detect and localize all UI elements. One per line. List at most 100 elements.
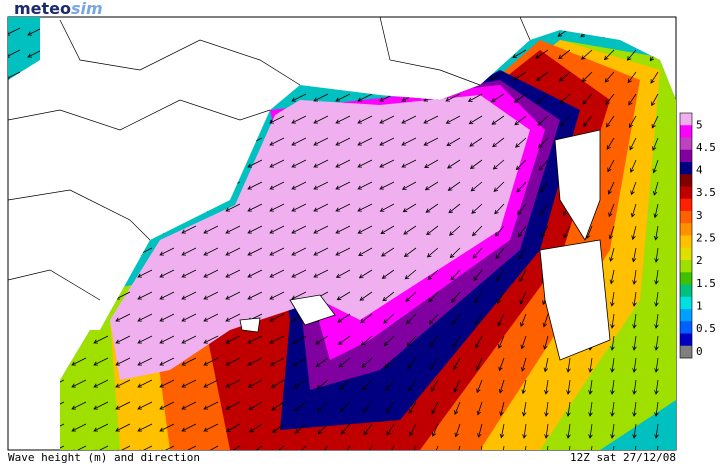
direction-arrow [449, 247, 461, 259]
legend-label: 0 [696, 345, 703, 358]
direction-arrow [610, 357, 615, 373]
direction-arrow [632, 313, 637, 329]
direction-arrow [203, 445, 219, 450]
direction-arrow [497, 335, 505, 349]
legend-label: 3.5 [696, 186, 716, 199]
direction-arrow [431, 379, 439, 393]
direction-arrow [364, 445, 373, 450]
direction-arrow [632, 357, 637, 373]
direction-arrow [521, 379, 527, 395]
direction-arrow [291, 93, 307, 102]
direction-arrow [270, 379, 285, 389]
direction-arrow [137, 445, 153, 450]
direction-arrow [606, 137, 615, 150]
direction-arrow [608, 225, 615, 240]
direction-arrow [446, 137, 461, 147]
direction-arrow [247, 357, 263, 366]
direction-arrow [498, 357, 505, 372]
direction-arrow [490, 93, 505, 103]
direction-arrow [269, 203, 285, 212]
direction-arrow [521, 401, 527, 417]
direction-arrow [387, 445, 395, 450]
direction-arrow [653, 203, 659, 219]
legend-swatch [680, 235, 692, 249]
legend-swatch [680, 333, 692, 347]
direction-arrow [610, 423, 615, 439]
direction-arrow [335, 181, 351, 190]
direction-arrow [401, 159, 417, 168]
direction-arrow [137, 401, 153, 410]
direction-arrow [512, 49, 527, 59]
direction-arrow [269, 291, 285, 300]
direction-arrow [292, 357, 307, 367]
direction-arrow [159, 335, 175, 344]
direction-arrow [517, 225, 527, 238]
direction-arrow [137, 379, 153, 388]
direction-arrow [203, 423, 219, 432]
direction-arrow [381, 247, 395, 257]
direction-arrow [544, 423, 549, 439]
direction-arrow [93, 423, 109, 432]
direction-arrow [449, 225, 461, 236]
legend-swatch [680, 223, 692, 236]
direction-arrow [313, 115, 329, 124]
legend-swatch [680, 198, 692, 212]
direction-arrow [629, 115, 637, 129]
direction-arrow [560, 115, 571, 127]
direction-arrow [450, 269, 461, 281]
direction-arrow [291, 247, 307, 256]
direction-arrow [447, 159, 461, 169]
direction-arrow [540, 225, 549, 238]
direction-arrow [159, 247, 175, 256]
direction-arrow [293, 379, 307, 389]
direction-arrow [159, 445, 175, 450]
direction-arrow [499, 423, 505, 439]
direction-arrow [654, 401, 659, 417]
legend-label: 2.5 [696, 232, 716, 245]
direction-arrow [357, 93, 373, 102]
direction-arrow [269, 313, 285, 322]
direction-arrow [654, 357, 659, 373]
direction-arrow [499, 401, 505, 417]
direction-arrow [522, 423, 527, 439]
legend-swatch [680, 174, 692, 187]
direction-arrow [358, 269, 373, 279]
direction-arrow [408, 379, 417, 392]
direction-arrow [295, 445, 307, 450]
direction-arrow [225, 203, 241, 212]
direction-arrow [610, 313, 615, 329]
direction-arrow [181, 335, 197, 344]
direction-arrow [632, 379, 637, 395]
direction-arrow [426, 225, 439, 236]
direction-arrow [269, 137, 285, 146]
direction-arrow [631, 247, 637, 263]
direction-arrow [313, 181, 329, 190]
direction-arrow [115, 445, 131, 450]
direction-arrow [403, 247, 417, 258]
direction-arrow [115, 335, 131, 344]
legend-swatch [680, 321, 692, 334]
direction-arrow [653, 225, 659, 241]
direction-arrow [654, 379, 659, 395]
direction-arrow [424, 181, 439, 191]
direction-arrow [358, 247, 373, 256]
direction-arrow [475, 335, 483, 349]
direction-arrow [337, 335, 351, 346]
direction-arrow [609, 269, 615, 285]
legend-label: 4.5 [696, 141, 716, 154]
direction-arrow [386, 423, 395, 436]
direction-arrow [247, 335, 263, 344]
direction-arrow [291, 225, 307, 234]
direction-arrow [317, 401, 329, 412]
direction-arrow [409, 445, 417, 450]
legend-swatch [680, 149, 692, 163]
direction-arrow [583, 115, 593, 127]
direction-arrow [632, 269, 637, 285]
logo: meteosim [14, 0, 103, 18]
direction-arrow [249, 423, 263, 433]
direction-arrow [605, 93, 615, 106]
direction-arrow [385, 401, 395, 414]
legend-swatch [680, 247, 692, 261]
direction-arrow [181, 445, 197, 450]
